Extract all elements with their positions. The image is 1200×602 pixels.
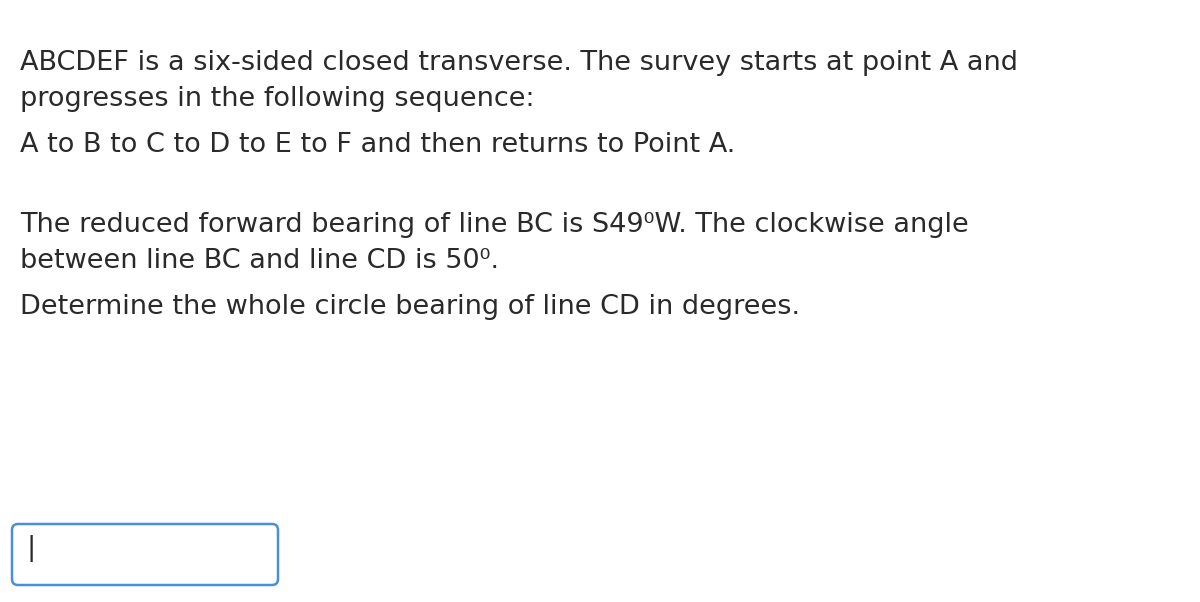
FancyBboxPatch shape bbox=[12, 524, 278, 585]
Text: Determine the whole circle bearing of line CD in degrees.: Determine the whole circle bearing of li… bbox=[20, 294, 800, 320]
Text: ABCDEF is a six-sided closed transverse. The survey starts at point A and: ABCDEF is a six-sided closed transverse.… bbox=[20, 50, 1018, 76]
Text: |: | bbox=[28, 535, 36, 562]
Text: The reduced forward bearing of line BC is S49⁰W. The clockwise angle: The reduced forward bearing of line BC i… bbox=[20, 212, 968, 238]
Text: progresses in the following sequence:: progresses in the following sequence: bbox=[20, 86, 534, 112]
Text: A to B to C to D to E to F and then returns to Point A.: A to B to C to D to E to F and then retu… bbox=[20, 132, 736, 158]
Text: between line BC and line CD is 50⁰.: between line BC and line CD is 50⁰. bbox=[20, 248, 499, 274]
